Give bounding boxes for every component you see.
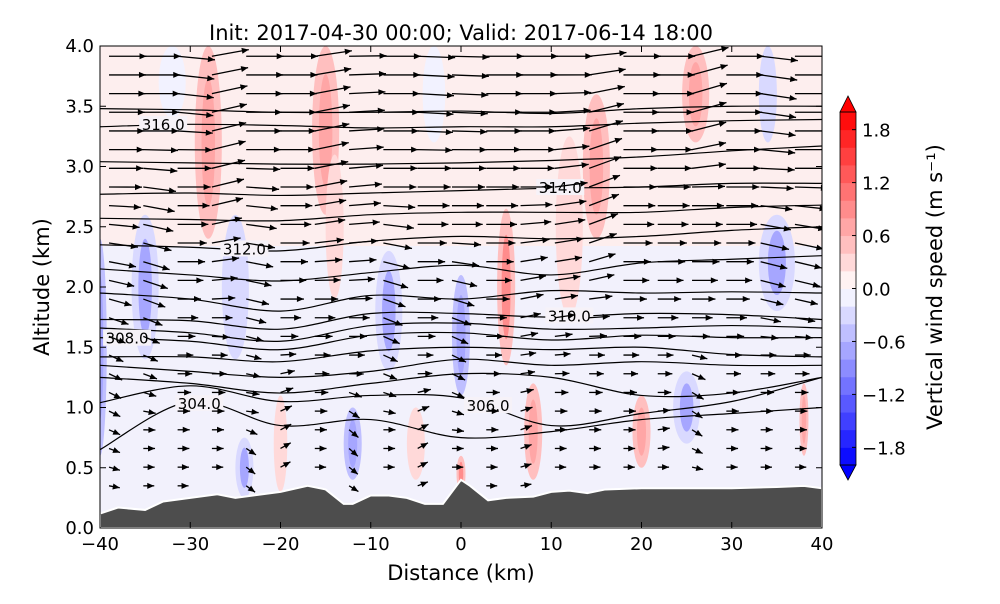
vertical-wind-core [637, 408, 646, 456]
colorbar-bin [840, 289, 856, 307]
colorbar-label: Vertical wind speed (m s⁻¹) [923, 144, 947, 430]
wind-vector-head [824, 109, 831, 115]
x-tick-label: 20 [630, 534, 653, 555]
colorbar-bin [840, 412, 856, 430]
colorbar-bin [840, 218, 856, 236]
colorbar-tick-label: 0.0 [862, 280, 891, 301]
x-tick-label: 0 [455, 534, 466, 555]
colorbar-tick-label: −0.6 [862, 332, 906, 353]
wind-vector-head [823, 128, 830, 134]
x-tick-label: −30 [171, 534, 209, 555]
x-tick-label: 10 [540, 534, 563, 555]
y-axis-label: Altitude (km) [30, 218, 54, 356]
colorbar-bin [840, 306, 856, 324]
x-tick-label: −10 [352, 534, 390, 555]
contour-label: 312.0 [223, 240, 266, 258]
colorbar: 1.8 1.2 0.6 0.0 −0.6 −1.2 −1.8 [840, 96, 906, 480]
contour-label: 306.0 [467, 397, 510, 415]
colorbar-tick-label: −1.2 [862, 385, 906, 406]
x-tick-label: −20 [262, 534, 300, 555]
vertical-wind-core [502, 235, 511, 339]
colorbar-tick-label: 1.2 [862, 174, 891, 195]
colorbar-extend-min [840, 465, 856, 480]
y-tick-label: 3.0 [65, 157, 94, 178]
y-tick-label: 2.5 [65, 217, 94, 238]
wind-vector-head [823, 147, 830, 153]
colorbar-bin [840, 147, 856, 165]
y-tick-label: 1.5 [65, 337, 94, 358]
contour-label: 314.0 [539, 179, 582, 197]
x-tick-label: 30 [720, 534, 743, 555]
wind-vector-head [822, 165, 829, 171]
colorbar-bin [840, 236, 856, 254]
y-tick-label: 2.0 [65, 277, 94, 298]
y-tick-label: 0.0 [65, 518, 94, 539]
colorbar-bin [840, 253, 856, 271]
vertical-wind-core [348, 420, 357, 468]
colorbar-bin [840, 183, 856, 201]
x-axis-label: Distance (km) [387, 561, 535, 585]
colorbar-bin [840, 165, 856, 183]
contour-label: 308.0 [106, 330, 149, 348]
wind-vector-head [824, 91, 831, 97]
vertical-wind-core [590, 118, 604, 214]
colorbar-bin [840, 430, 856, 448]
y-tick-label: 1.0 [65, 398, 94, 419]
colorbar-bin [840, 447, 856, 465]
colorbar-bin [840, 112, 856, 130]
wind-vector-head [819, 205, 826, 211]
colorbar-bin [840, 377, 856, 395]
wind-vector-head [825, 53, 832, 59]
vertical-wind-core [456, 295, 465, 375]
chart-title: Init: 2017-04-30 00:00; Valid: 2017-06-1… [209, 21, 713, 45]
vertical-wind-core [802, 395, 807, 443]
colorbar-bin [840, 271, 856, 289]
x-tick-label: 40 [811, 534, 834, 555]
wind-vector-head [825, 72, 832, 78]
y-tick-label: 3.5 [65, 96, 94, 117]
y-tick-label: 4.0 [65, 36, 94, 57]
colorbar-bin [840, 359, 856, 377]
colorbar-extend-max [840, 96, 856, 112]
y-tick-label: 0.5 [65, 458, 94, 479]
colorbar-bin [840, 130, 856, 148]
colorbar-bin [840, 394, 856, 412]
colorbar-bin [840, 341, 856, 359]
colorbar-tick-label: 1.8 [862, 121, 891, 142]
colorbar-bin [840, 200, 856, 218]
colorbar-tick-label: −1.8 [862, 438, 906, 459]
colorbar-bin [840, 324, 856, 342]
colorbar-tick-label: 0.6 [862, 227, 891, 248]
